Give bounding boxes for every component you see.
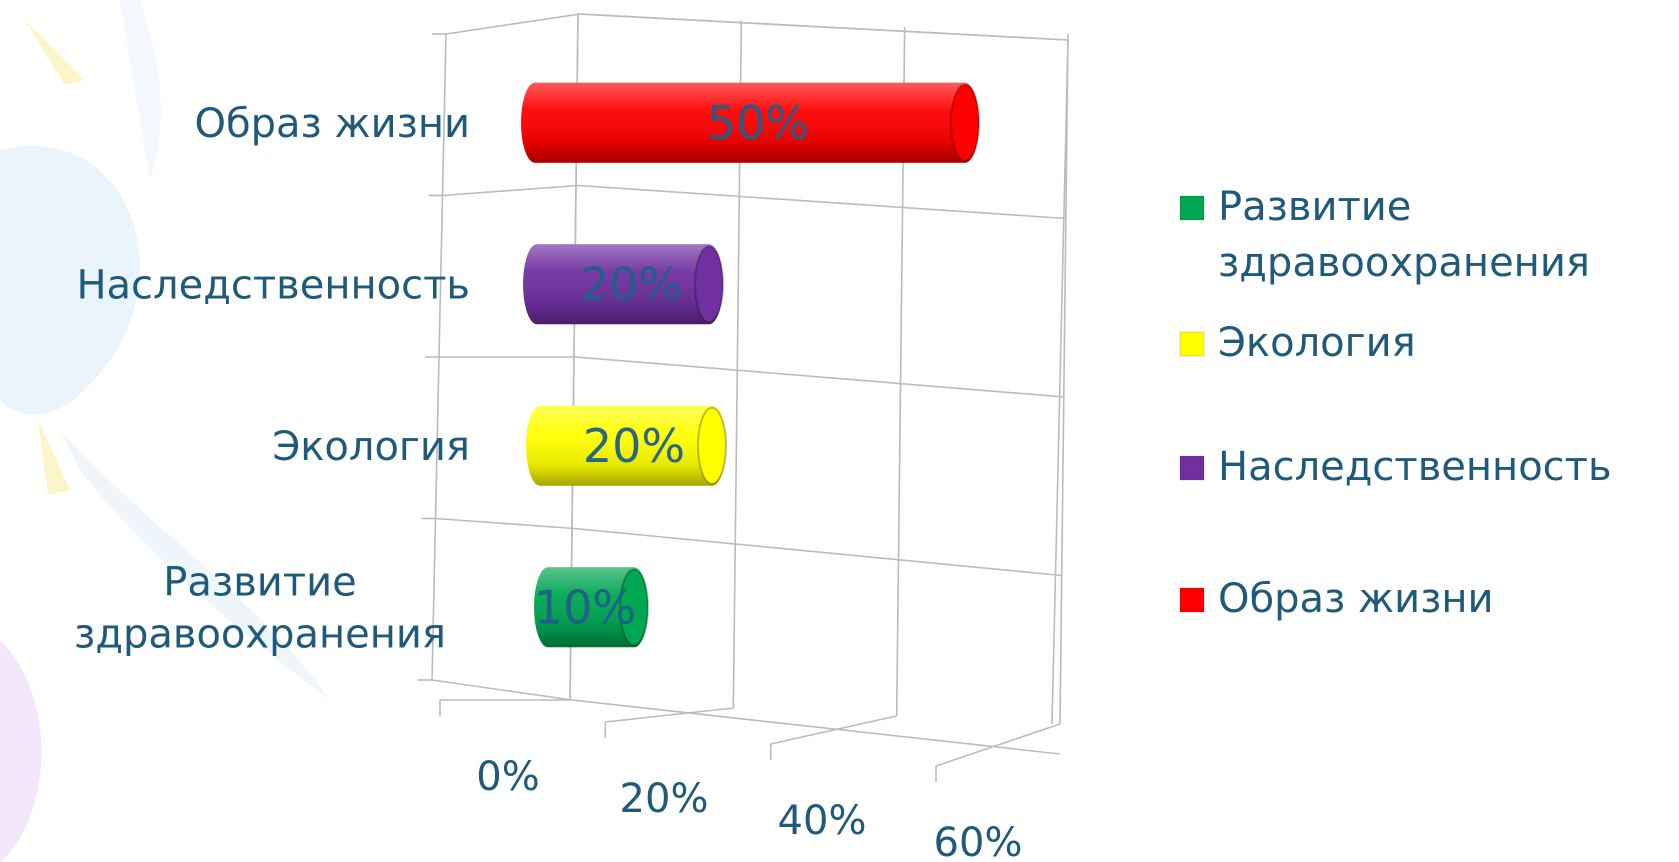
legend-swatch bbox=[1179, 331, 1205, 357]
bar-cap bbox=[619, 568, 649, 647]
bar-0 bbox=[534, 567, 649, 648]
decorative-triangle bbox=[25, 20, 85, 85]
legend-label: Развитие bbox=[1218, 184, 1411, 230]
bar-2 bbox=[523, 244, 724, 325]
bar-shading bbox=[523, 244, 723, 325]
gridline-horizontal bbox=[577, 184, 1067, 220]
legend-item: Наследственность bbox=[1179, 444, 1612, 490]
legend-label: здравоохранения bbox=[1218, 240, 1590, 286]
bar-cap bbox=[950, 83, 980, 162]
legend-item: Развитие здравоохранения bbox=[1179, 184, 1590, 286]
side-wall-line bbox=[445, 13, 581, 35]
decorative-triangle bbox=[38, 420, 70, 495]
data-label: 10% bbox=[534, 580, 636, 634]
chart-bars bbox=[521, 82, 980, 648]
gridline-horizontal bbox=[571, 699, 1061, 755]
bar-3 bbox=[521, 82, 980, 163]
bar-shading bbox=[534, 567, 648, 648]
decorative-swirl bbox=[0, 145, 140, 415]
data-label: 50% bbox=[707, 96, 809, 150]
x-tick-labels: 0% 20% 40% 60% bbox=[476, 754, 1022, 862]
legend-swatch bbox=[1179, 587, 1205, 613]
category-labels: Развитие здравоохранения Экология Наследств… bbox=[74, 101, 470, 658]
legend-item: Образ жизни bbox=[1179, 576, 1494, 622]
bar-shading bbox=[526, 405, 726, 486]
category-label: Образ жизни bbox=[195, 101, 471, 147]
bar-cap bbox=[694, 245, 724, 324]
chart-legend: Развитие здравоохранения Экология Наследств… bbox=[1179, 184, 1612, 622]
x-tick-label: 0% bbox=[476, 754, 539, 800]
x-tick-label: 20% bbox=[620, 776, 709, 822]
data-label: 20% bbox=[580, 257, 682, 311]
category-label: Экология bbox=[272, 424, 470, 470]
category-label: Наследственность bbox=[76, 262, 470, 308]
bar-shading bbox=[521, 82, 979, 163]
floor-gridline bbox=[935, 723, 1061, 767]
legend-label: Образ жизни bbox=[1218, 576, 1494, 622]
floor-gridline bbox=[770, 715, 897, 745]
side-wall-line bbox=[431, 679, 573, 701]
gridline-vertical bbox=[1059, 33, 1069, 725]
side-wall-line bbox=[435, 517, 575, 530]
bar-cap bbox=[697, 406, 727, 485]
legend-label: Экология bbox=[1218, 320, 1416, 366]
back-wall-right-edge bbox=[1051, 39, 1069, 725]
legend-label: Наследственность bbox=[1218, 444, 1612, 490]
data-labels: 10% 20% 20% 50% bbox=[534, 96, 809, 635]
floor-gridline bbox=[605, 707, 734, 723]
decorative-swirl bbox=[120, 0, 161, 180]
data-label: 20% bbox=[583, 419, 685, 473]
category-label: Развитие bbox=[163, 559, 356, 605]
x-tick-label: 60% bbox=[934, 820, 1023, 862]
legend-swatch bbox=[1179, 195, 1205, 221]
legend-item: Экология bbox=[1179, 320, 1416, 366]
gridline-horizontal bbox=[575, 356, 1065, 398]
decorative-swirl bbox=[60, 430, 330, 700]
legend-swatch bbox=[1179, 455, 1205, 481]
gridline-horizontal bbox=[579, 13, 1069, 41]
category-label: здравоохранения bbox=[74, 611, 446, 657]
bar-1 bbox=[526, 405, 727, 486]
decorative-swirl bbox=[0, 640, 42, 862]
side-wall-line bbox=[442, 184, 579, 197]
gridline-horizontal bbox=[573, 527, 1063, 577]
x-tick-label: 40% bbox=[778, 798, 867, 844]
